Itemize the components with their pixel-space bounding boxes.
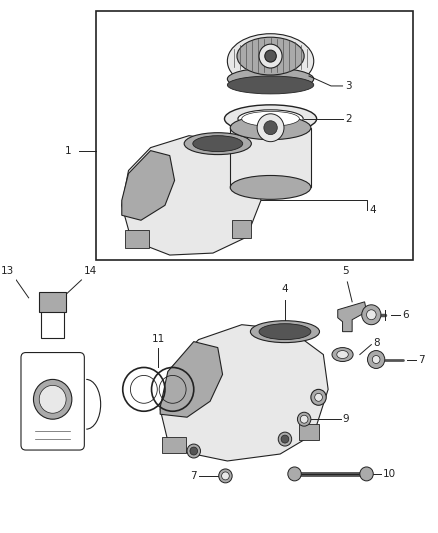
Circle shape xyxy=(297,412,311,426)
Bar xyxy=(41,310,64,337)
Circle shape xyxy=(315,393,322,401)
Ellipse shape xyxy=(227,68,314,90)
Bar xyxy=(299,424,318,440)
Ellipse shape xyxy=(193,136,243,151)
Polygon shape xyxy=(122,151,175,220)
Circle shape xyxy=(259,44,282,68)
Text: 1: 1 xyxy=(65,146,72,156)
Polygon shape xyxy=(122,136,261,255)
Circle shape xyxy=(288,467,301,481)
Ellipse shape xyxy=(230,175,311,199)
Text: 4: 4 xyxy=(369,205,376,215)
Circle shape xyxy=(265,50,276,62)
Ellipse shape xyxy=(259,324,311,340)
Ellipse shape xyxy=(337,351,348,359)
Circle shape xyxy=(367,351,385,368)
Text: 2: 2 xyxy=(346,114,352,124)
Text: 7: 7 xyxy=(418,354,425,365)
Text: 5: 5 xyxy=(342,266,349,276)
Bar xyxy=(230,128,311,188)
Text: 8: 8 xyxy=(373,337,380,348)
Bar xyxy=(39,292,66,312)
Text: 13: 13 xyxy=(1,266,14,276)
Circle shape xyxy=(264,121,277,135)
Circle shape xyxy=(190,447,198,455)
Text: 14: 14 xyxy=(83,266,97,276)
Bar xyxy=(96,11,413,260)
Circle shape xyxy=(311,389,326,405)
Circle shape xyxy=(372,356,380,364)
Circle shape xyxy=(219,469,232,483)
Ellipse shape xyxy=(251,321,319,343)
Polygon shape xyxy=(338,302,367,332)
Text: 9: 9 xyxy=(343,414,349,424)
Ellipse shape xyxy=(242,111,299,126)
Text: 11: 11 xyxy=(152,334,165,344)
Text: 4: 4 xyxy=(282,284,288,294)
Ellipse shape xyxy=(227,76,314,94)
Circle shape xyxy=(278,432,292,446)
FancyBboxPatch shape xyxy=(21,352,85,450)
Ellipse shape xyxy=(238,110,303,128)
Bar xyxy=(162,437,186,453)
Bar xyxy=(232,220,251,238)
Ellipse shape xyxy=(184,133,251,155)
Circle shape xyxy=(281,435,289,443)
Circle shape xyxy=(362,305,381,325)
Circle shape xyxy=(360,467,373,481)
Circle shape xyxy=(187,444,201,458)
Circle shape xyxy=(222,472,229,480)
Circle shape xyxy=(33,379,72,419)
Circle shape xyxy=(300,415,308,423)
Text: 6: 6 xyxy=(402,310,409,320)
Circle shape xyxy=(39,385,66,413)
Text: 10: 10 xyxy=(383,469,396,479)
Ellipse shape xyxy=(225,105,317,133)
Ellipse shape xyxy=(230,116,311,140)
Polygon shape xyxy=(160,325,328,461)
Text: 7: 7 xyxy=(190,471,197,481)
Ellipse shape xyxy=(237,37,304,75)
Circle shape xyxy=(257,114,284,142)
Polygon shape xyxy=(160,342,223,417)
Ellipse shape xyxy=(227,34,314,88)
Text: 3: 3 xyxy=(346,81,352,91)
Circle shape xyxy=(367,310,376,320)
Ellipse shape xyxy=(332,348,353,361)
Bar xyxy=(125,230,148,248)
